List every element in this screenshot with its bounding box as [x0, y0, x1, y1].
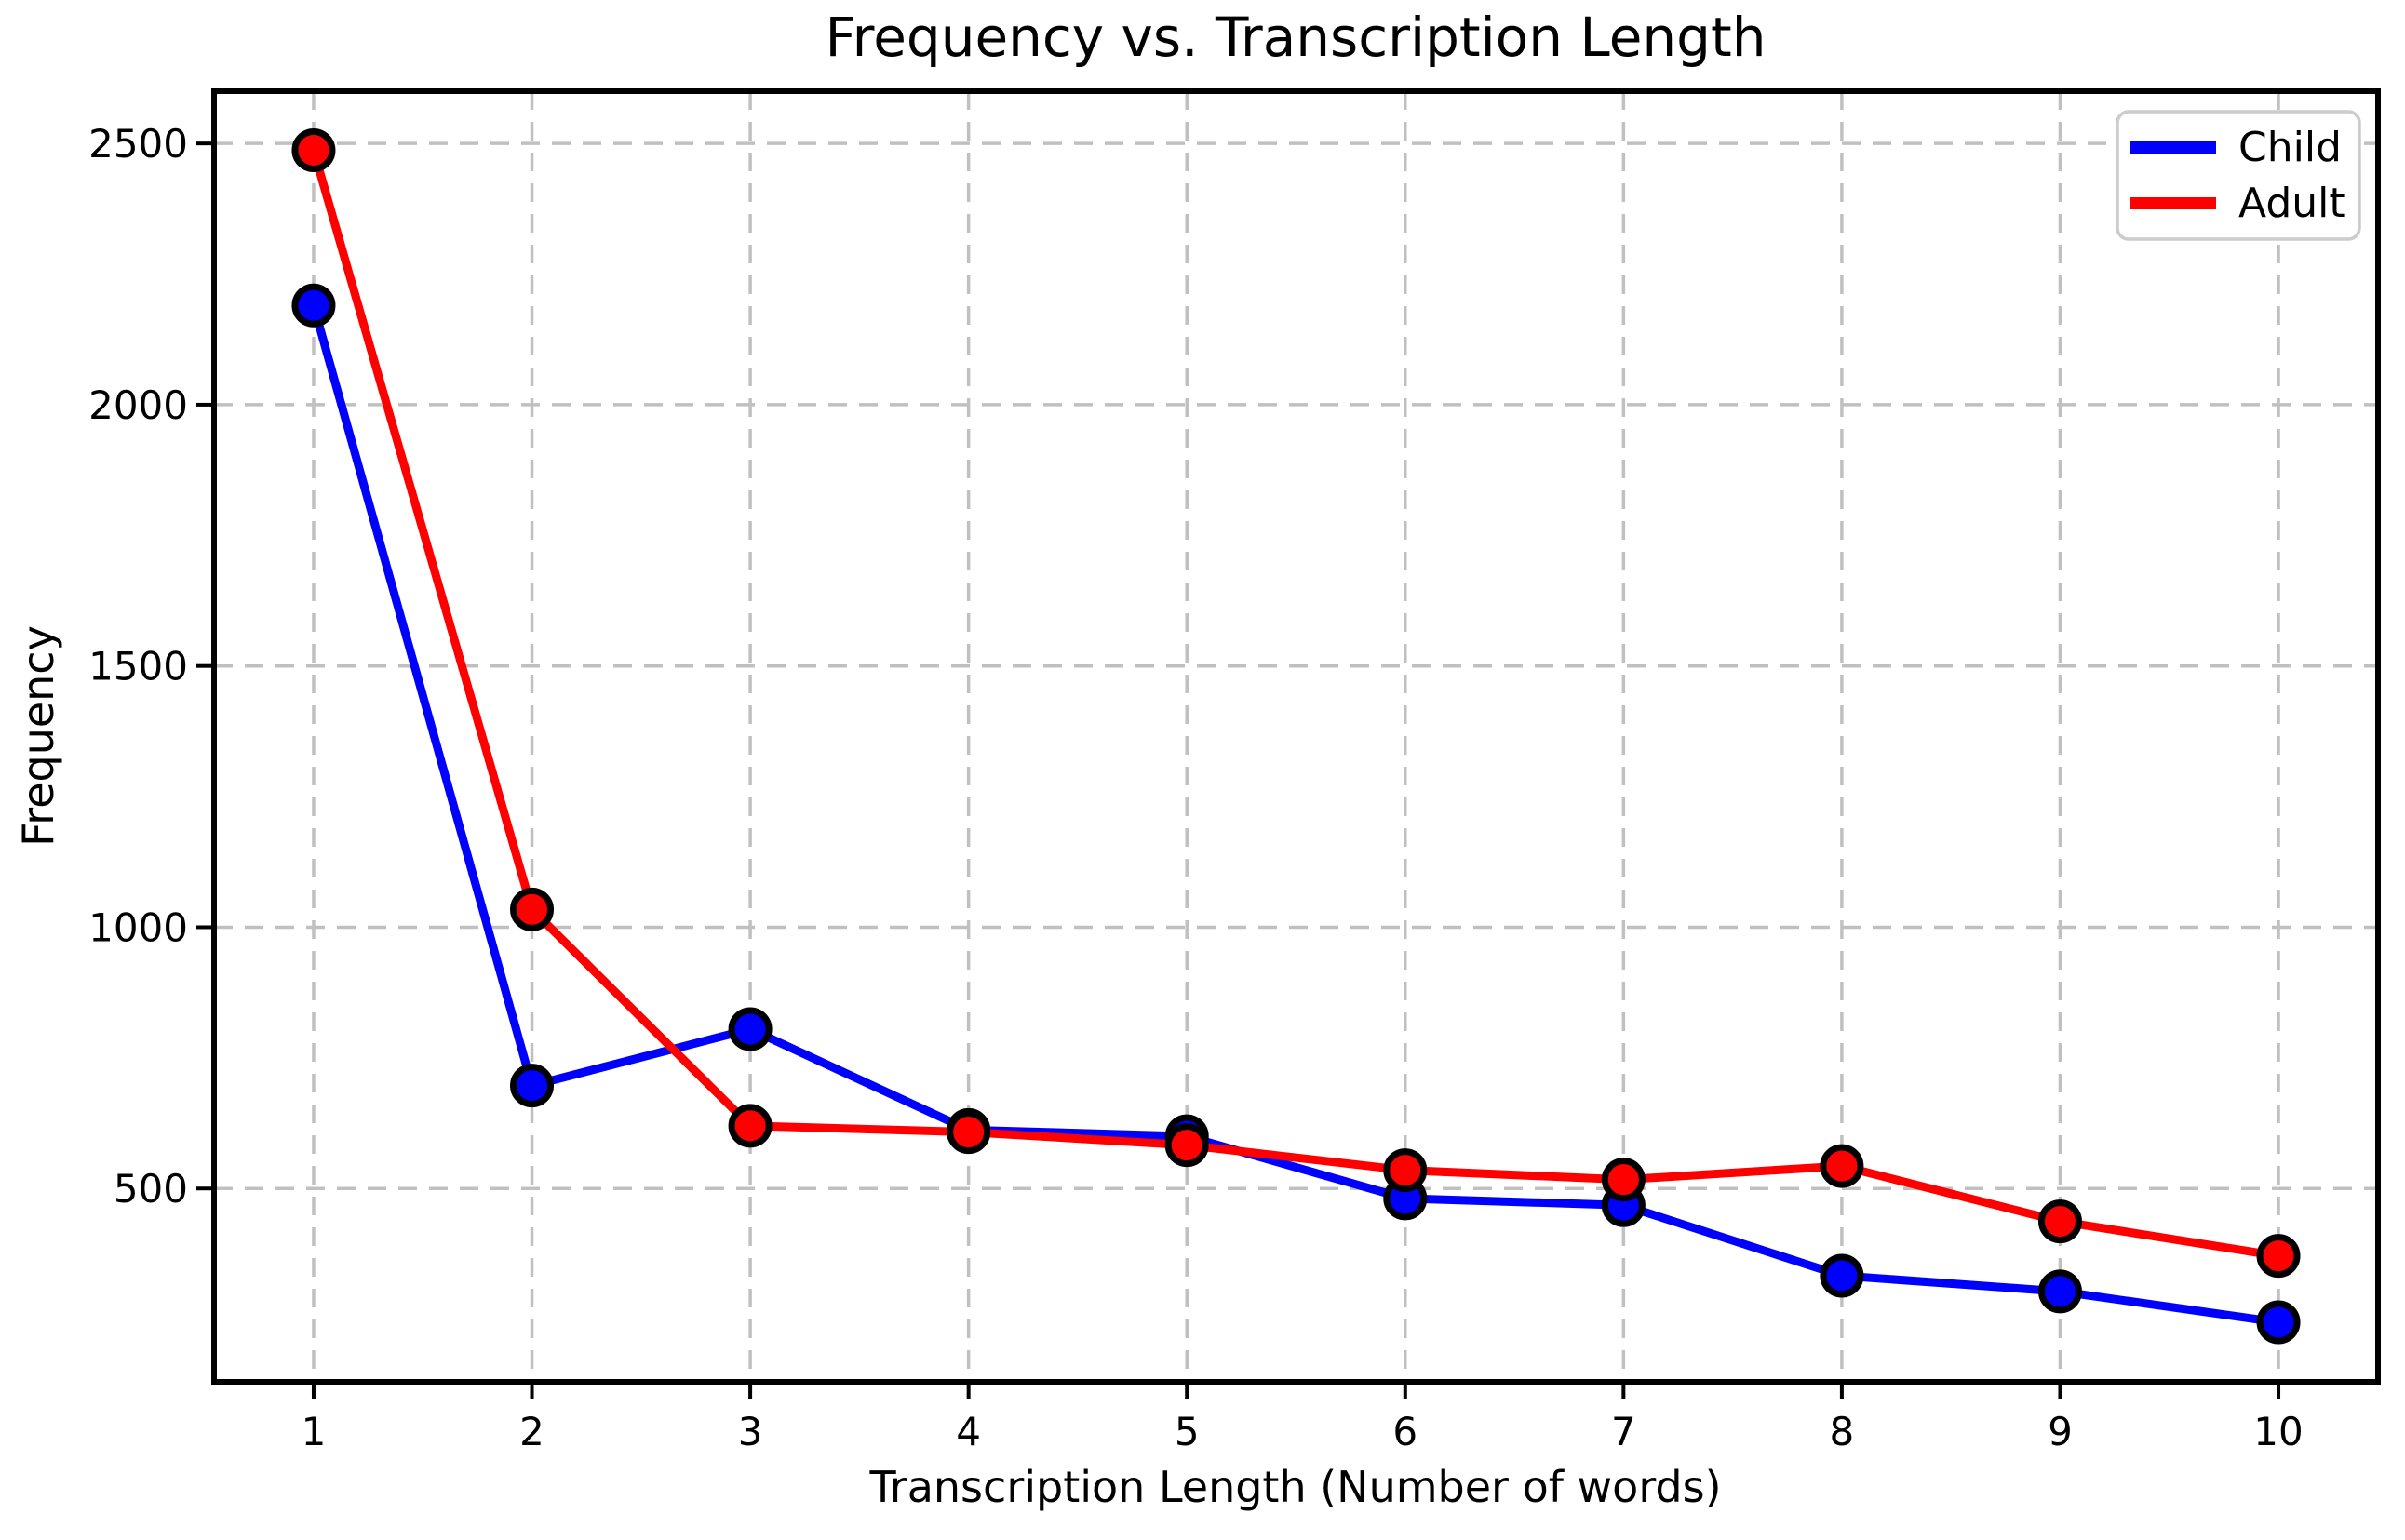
- chart-title: Frequency vs. Transcription Length: [825, 6, 1766, 69]
- tick-label-x-1: 1: [302, 1409, 327, 1454]
- marker-adult-x10: [2256, 1234, 2301, 1279]
- marker-child-x8: [1820, 1253, 1864, 1298]
- tick-label-x-9: 9: [2048, 1409, 2073, 1454]
- marker-child-x9: [2037, 1269, 2082, 1314]
- legend-label-child: Child: [2238, 124, 2342, 171]
- marker-adult-x7: [1601, 1158, 1646, 1202]
- series-line-child: [309, 301, 2283, 1327]
- legend-entry-child: Child: [2130, 124, 2342, 171]
- marker-adult-x9: [2037, 1199, 2082, 1244]
- series-layer: [291, 127, 2301, 1345]
- legend: Child Adult: [2116, 110, 2361, 241]
- tick-label-y-1500: 1500: [88, 644, 188, 690]
- marker-adult-x2: [510, 887, 555, 931]
- marker-child-x1: [291, 283, 336, 328]
- y-axis-label: Frequency: [13, 625, 63, 847]
- marker-child-x3: [728, 1007, 773, 1051]
- tick-label-x-2: 2: [519, 1409, 544, 1454]
- series-line-adult: [309, 145, 2283, 1261]
- marker-adult-x1: [291, 127, 336, 172]
- tick-label-x-5: 5: [1175, 1409, 1200, 1454]
- marker-adult-x8: [1820, 1144, 1864, 1188]
- legend-swatch-child: [2130, 141, 2216, 154]
- marker-adult-x5: [1164, 1123, 1209, 1168]
- x-axis-label: Transcription Length (Number of words): [868, 1462, 1721, 1512]
- tick-label-x-6: 6: [1392, 1409, 1417, 1454]
- tick-label-y-500: 500: [114, 1166, 188, 1212]
- marker-adult-x6: [1383, 1148, 1428, 1193]
- plot-spines: [211, 88, 2381, 1385]
- tick-label-y-2000: 2000: [88, 382, 188, 428]
- tick-label-x-4: 4: [956, 1409, 981, 1454]
- legend-swatch-adult: [2130, 197, 2216, 209]
- tick-label-x-8: 8: [1830, 1409, 1855, 1454]
- marker-child-x2: [510, 1064, 555, 1108]
- tick-label-y-1000: 1000: [88, 904, 188, 950]
- tick-label-x-10: 10: [2253, 1409, 2303, 1454]
- marker-adult-x4: [947, 1110, 991, 1155]
- tick-label-x-3: 3: [738, 1409, 763, 1454]
- tick-layer: [196, 141, 2281, 1399]
- tick-label-y-2500: 2500: [88, 121, 188, 167]
- legend-label-adult: Adult: [2238, 180, 2345, 227]
- tick-label-layer: 1 2 3 4 5 6 7 8 9 10 500 1000 1500 2000 2500: [88, 121, 2304, 1454]
- marker-adult-x3: [728, 1104, 773, 1148]
- marker-child-x10: [2256, 1300, 2301, 1345]
- legend-entry-adult: Adult: [2130, 180, 2345, 227]
- tick-label-x-7: 7: [1611, 1409, 1636, 1454]
